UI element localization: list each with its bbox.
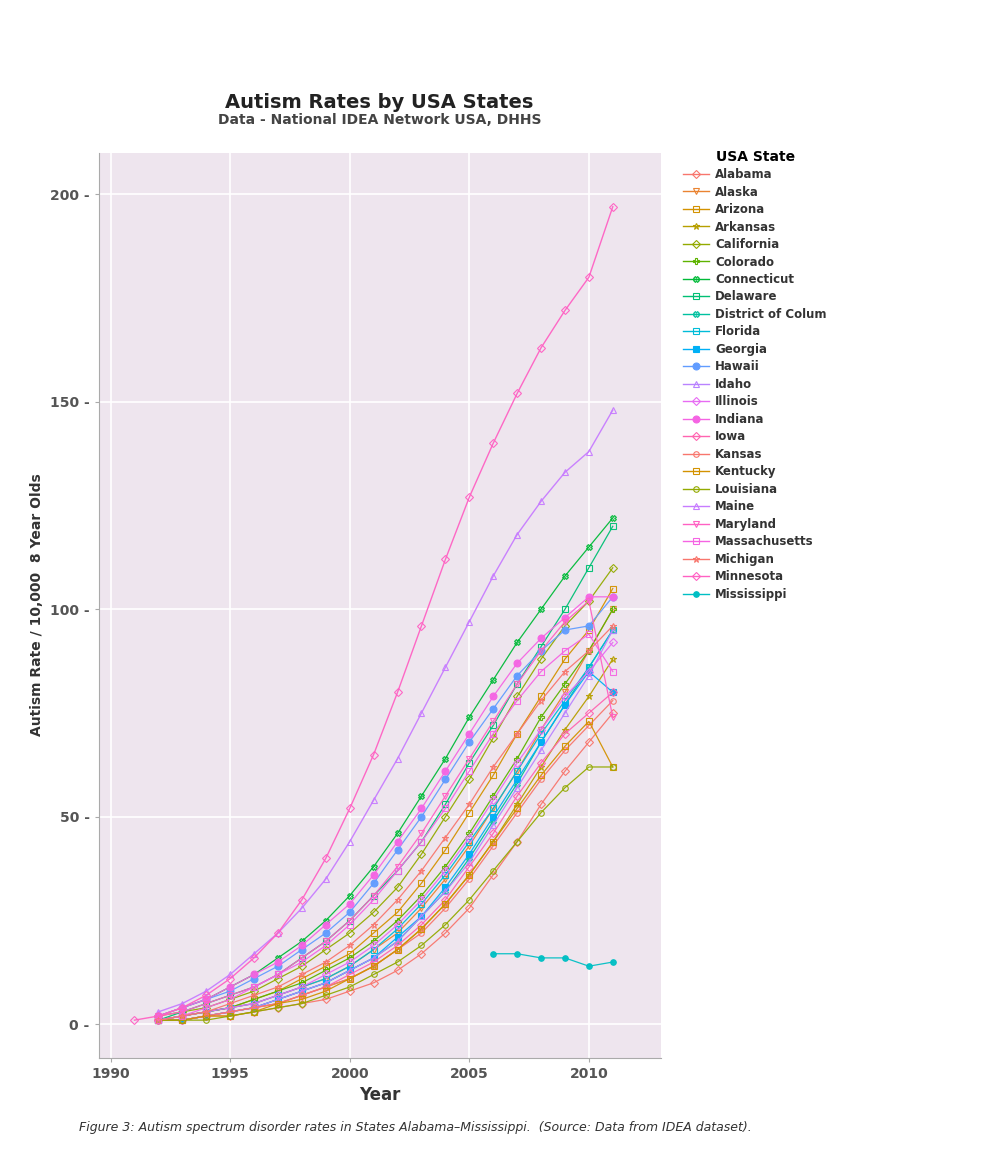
Text: Data - National IDEA Network USA, DHHS: Data - National IDEA Network USA, DHHS xyxy=(218,113,541,127)
X-axis label: Year: Year xyxy=(359,1086,400,1104)
Y-axis label: Autism Rate / 10,000  8 Year Olds: Autism Rate / 10,000 8 Year Olds xyxy=(31,474,44,737)
Text: Figure 3: Autism spectrum disorder rates in States Alabama–Mississippi.  (Source: Figure 3: Autism spectrum disorder rates… xyxy=(79,1121,751,1134)
Text: Autism Rates by USA States: Autism Rates by USA States xyxy=(226,93,533,112)
Legend: Alabama, Alaska, Arizona, Arkansas, California, Colorado, Connecticut, Delaware,: Alabama, Alaska, Arizona, Arkansas, Cali… xyxy=(683,149,826,600)
